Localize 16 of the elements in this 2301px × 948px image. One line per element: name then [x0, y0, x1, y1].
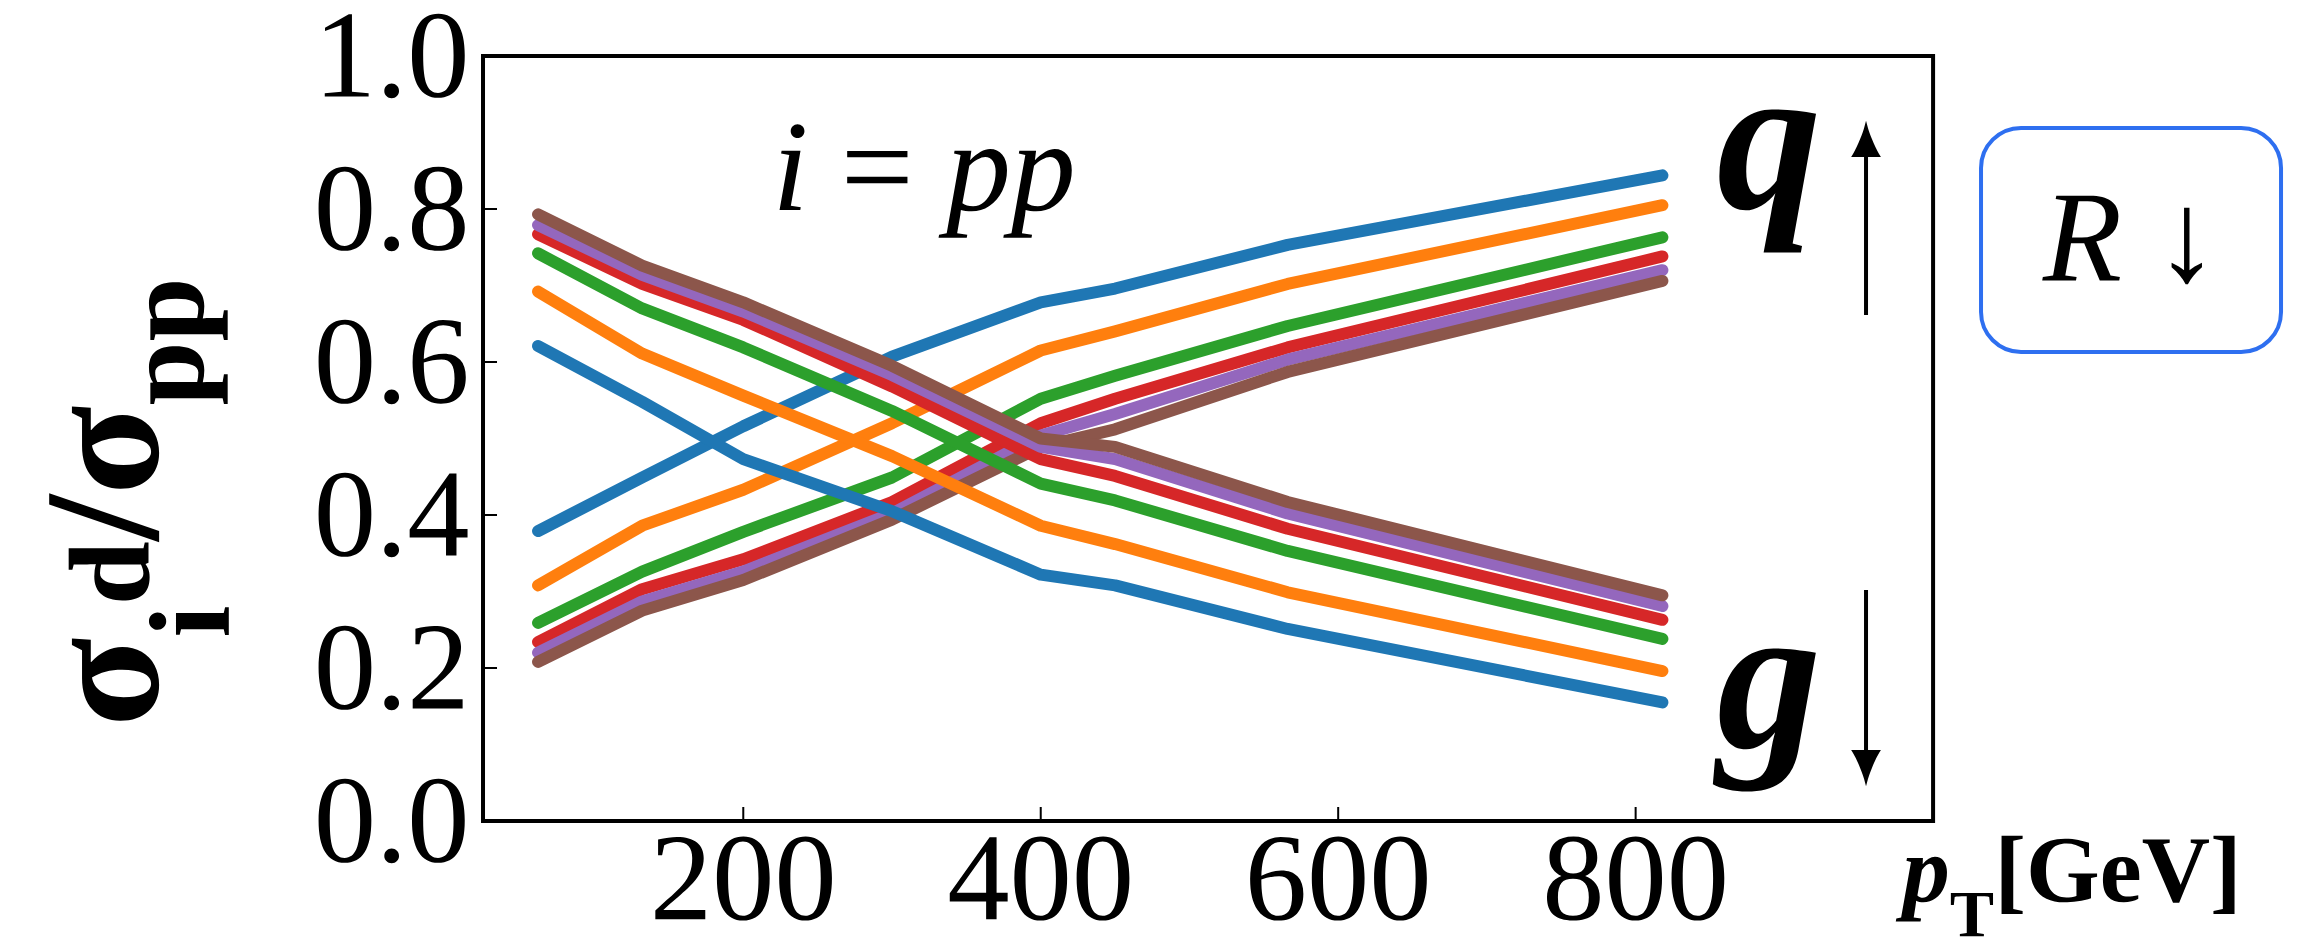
y-tick-label: 0.4	[318, 472, 468, 558]
y-tick-label: 0.8	[318, 166, 465, 252]
annotation: g	[1712, 648, 1816, 792]
y-tick-label: 0.2	[318, 625, 463, 711]
y-tick-label: 0.0	[318, 778, 465, 864]
x-tick-label: 800	[1546, 836, 1725, 921]
y-axis-title: σ$_{i}$$^{d}$/σ$_{pp}$	[49, 282, 229, 721]
x-tick-label: 200	[655, 836, 832, 921]
x-tick-label: 600	[1250, 836, 1427, 921]
y-tick-label: 0.6	[318, 319, 466, 405]
x-axis-title: p$_{T}$[GeV]	[1895, 835, 2235, 937]
text: R ↓	[2042, 195, 2202, 285]
y-tick-label: 1.0	[324, 13, 465, 99]
annotation: q	[1719, 109, 1817, 253]
annotation: i = pp	[779, 124, 1072, 238]
x-tick-label: 400	[949, 836, 1130, 921]
